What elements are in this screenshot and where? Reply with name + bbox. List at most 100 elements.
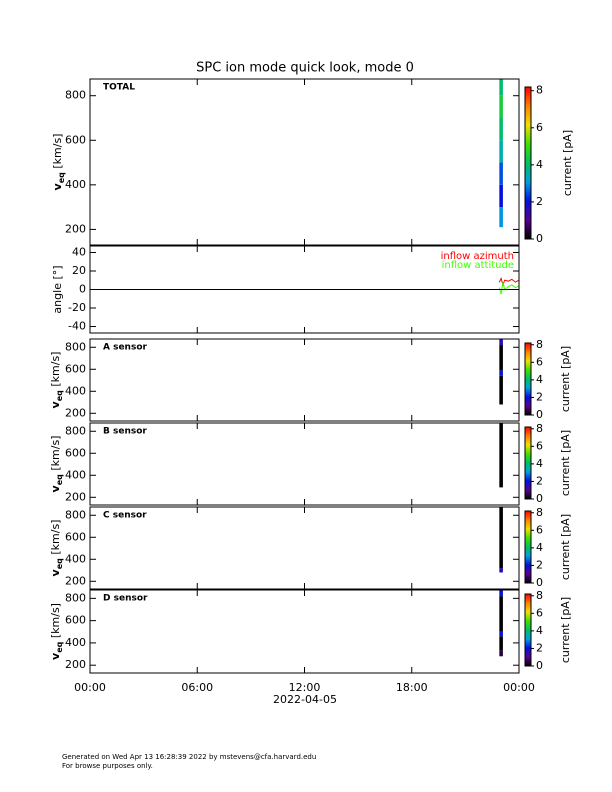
y-tick-label: 600 <box>65 446 86 459</box>
y-axis-label: veq [km/s] <box>49 603 64 660</box>
y-label-sub: eq <box>57 172 66 183</box>
panel-label: C sensor <box>103 511 147 521</box>
colorbar-tick-label: 4 <box>536 457 543 470</box>
colorbar <box>524 86 532 240</box>
spectrogram-cell <box>499 339 503 346</box>
y-axis-label: veq [km/s] <box>51 134 66 191</box>
colorbar-tick-label: 8 <box>536 84 543 97</box>
colorbar-tick-label: 4 <box>536 373 543 386</box>
spectrogram-cell <box>499 596 503 632</box>
spectrogram-cell <box>499 117 503 141</box>
y-label-unit: [km/s] <box>51 134 64 173</box>
colorbar-label: current [pA] <box>559 346 572 412</box>
colorbar-tick-label: 8 <box>536 589 543 602</box>
y-tick-label: 800 <box>65 591 86 604</box>
y-label-sub: eq <box>55 558 64 569</box>
spectrogram-cell <box>499 95 503 118</box>
colorbar-tick-label: 4 <box>536 541 543 554</box>
y-tick-label: 400 <box>65 552 86 565</box>
spectrogram-cell <box>499 79 503 96</box>
colorbar-tick-label: 2 <box>536 558 543 571</box>
colorbar-tick-label: 6 <box>536 606 543 619</box>
colorbar-label: current [pA] <box>559 514 572 580</box>
y-tick-label: 0 <box>79 283 86 296</box>
y-tick-label: 400 <box>65 636 86 649</box>
colorbar-label: current [pA] <box>559 597 572 663</box>
figure-title: SPC ion mode quick look, mode 0 <box>196 61 414 76</box>
y-tick-label: 800 <box>65 424 86 437</box>
y-tick-label: -20 <box>68 301 86 314</box>
legend-entry: inflow attitude <box>442 260 514 271</box>
y-tick-label: 600 <box>65 133 86 146</box>
footer-line: Generated on Wed Apr 13 16:28:39 2022 by… <box>62 753 316 761</box>
spectrogram-cell <box>499 345 503 371</box>
y-tick-label: 40 <box>72 245 86 258</box>
y-tick-label: 20 <box>72 264 86 277</box>
colorbar-tick-label: 6 <box>536 523 543 536</box>
y-label-main: v <box>51 182 64 190</box>
y-tick-label: 800 <box>65 508 86 521</box>
x-tick-label: 00:00 <box>503 681 535 694</box>
x-tick-label: 06:00 <box>181 681 213 694</box>
spectrogram-cell <box>499 590 503 597</box>
colorbar-tick-label: 0 <box>536 659 543 672</box>
legend-entry: inflow azimuth <box>441 251 514 262</box>
y-tick-label: 200 <box>65 406 86 419</box>
spectrogram-cell <box>499 207 503 228</box>
colorbar-tick-label: 2 <box>536 474 543 487</box>
y-tick-label: 400 <box>65 178 86 191</box>
x-tick-label: 18:00 <box>396 681 428 694</box>
axes-frame <box>89 422 520 506</box>
colorbar-tick-label: 0 <box>536 232 543 245</box>
plot-area <box>499 339 503 405</box>
panel-label: A sensor <box>103 343 148 353</box>
series-line <box>498 281 519 295</box>
colorbar <box>524 593 532 667</box>
y-label-main: v <box>49 568 62 576</box>
y-axis-label: angle [°] <box>51 265 64 313</box>
panel-label: TOTAL <box>103 83 135 93</box>
x-axis-label: 2022-04-05 <box>273 693 337 706</box>
y-label-sub: eq <box>55 641 64 652</box>
footer-line: For browse purposes only. <box>62 762 153 770</box>
axes-frame <box>89 78 520 246</box>
colorbar-tick-label: 6 <box>536 121 543 134</box>
spectrogram-cell <box>499 140 503 163</box>
y-label-main: v <box>49 484 62 492</box>
spectrogram-cell <box>499 507 503 569</box>
panel-label: B sensor <box>103 427 147 437</box>
y-tick-label: 400 <box>65 384 86 397</box>
y-label-unit: [km/s] <box>49 352 62 391</box>
colorbar-tick-label: 2 <box>536 195 543 208</box>
spectrogram-cell <box>499 370 503 376</box>
colorbar-tick-label: 2 <box>536 641 543 654</box>
y-axis-label: veq [km/s] <box>49 352 64 409</box>
y-tick-label: 600 <box>65 614 86 627</box>
series-line <box>498 276 519 287</box>
plot-area <box>498 276 519 295</box>
y-tick-label: 200 <box>65 222 86 235</box>
y-tick-label: 600 <box>65 362 86 375</box>
colorbar-tick-label: 8 <box>536 422 543 435</box>
x-tick-label: 00:00 <box>74 681 106 694</box>
colorbar-tick-label: 0 <box>536 576 543 589</box>
y-label-sub: eq <box>55 474 64 485</box>
y-tick-label: 800 <box>65 340 86 353</box>
y-axis-label: veq [km/s] <box>49 436 64 493</box>
y-label-unit: [km/s] <box>49 603 62 642</box>
spectrogram-cell <box>499 162 503 185</box>
plot-area <box>499 507 503 573</box>
plot-area <box>499 79 503 228</box>
x-tick-label: 12:00 <box>289 681 321 694</box>
y-tick-label: 200 <box>65 574 86 587</box>
colorbar-tick-label: 2 <box>536 390 543 403</box>
y-label-main: v <box>49 400 62 408</box>
axes-frame <box>89 506 520 590</box>
colorbar-tick-label: 6 <box>536 355 543 368</box>
spectrogram-cell <box>499 184 503 208</box>
y-tick-label: 200 <box>65 490 86 503</box>
colorbar-tick-label: 4 <box>536 158 543 171</box>
colorbar-label: current [pA] <box>561 130 574 196</box>
y-label-unit: [km/s] <box>49 520 62 559</box>
